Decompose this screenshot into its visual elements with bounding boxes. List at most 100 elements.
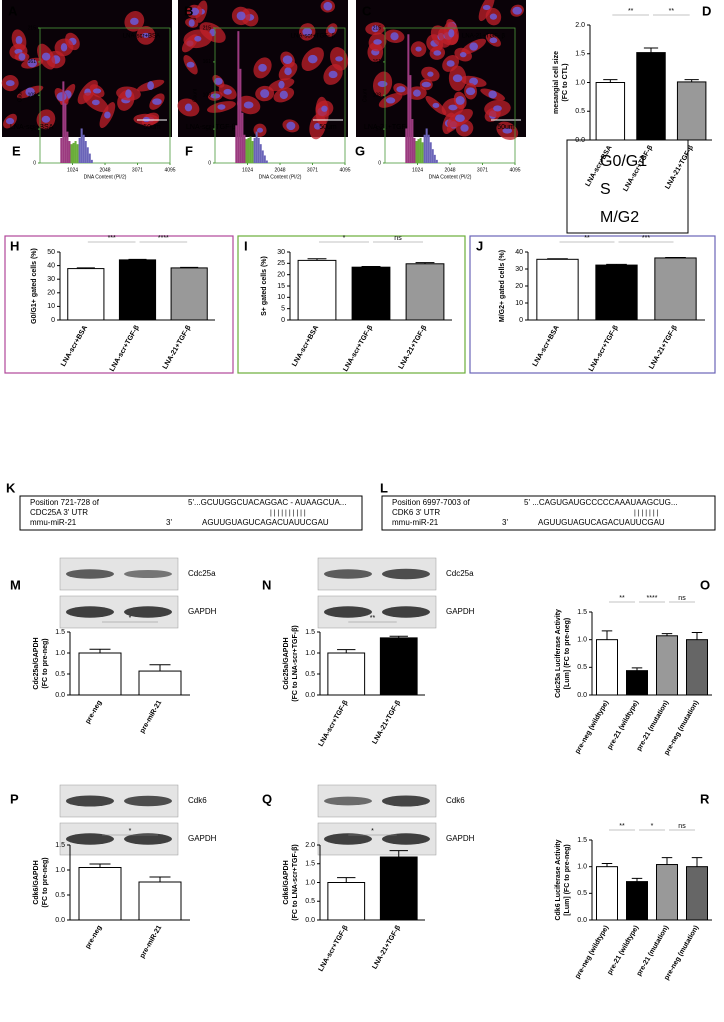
significance-label: ** (619, 823, 625, 830)
histogram-bar (257, 137, 260, 163)
y-tick-label: 1.5 (305, 861, 315, 868)
y-tick-label: 0.5 (305, 671, 315, 678)
histogram-bar (74, 141, 77, 163)
nucleus (5, 117, 15, 125)
bar (536, 258, 579, 321)
histogram-bar (415, 141, 418, 163)
panel-letter: C (362, 3, 372, 18)
bar (379, 856, 418, 921)
x-tick-label: 1024 (412, 167, 423, 173)
y-tick-label: 2.0 (305, 842, 315, 849)
histogram-bar (68, 141, 71, 163)
error-bar (661, 633, 673, 636)
x-tick-label: LNA-scr+BSA (60, 324, 89, 367)
x-tick-label: 1024 (242, 167, 253, 173)
legend-entry: G0/G1 (600, 153, 647, 170)
error-bar (337, 877, 356, 883)
bar (327, 652, 366, 696)
scale-label: 50um (143, 124, 161, 131)
nucleus (302, 27, 313, 36)
x-tick-label: pre-21 (wildtype) (606, 699, 640, 751)
y-tick-label: 54 (30, 126, 36, 132)
bar (676, 81, 707, 141)
error-bar (661, 857, 673, 865)
histogram-bar (429, 142, 432, 163)
bar (118, 259, 157, 321)
x-axis-label: DNA Content (PI/2) (259, 174, 302, 180)
blot-label: Cdk6 (446, 796, 465, 805)
y-tick-label: 20 (277, 272, 285, 279)
histogram-title: LNA-scr+TGF- β (291, 34, 336, 40)
panel-letter: B (184, 3, 193, 18)
histogram-bar (70, 144, 73, 163)
y-tick-label: 25 (277, 260, 285, 267)
nucleus (433, 50, 442, 56)
y-tick-label: 108 (28, 93, 37, 99)
blot-label: GAPDH (446, 607, 475, 616)
nucleus (321, 105, 328, 112)
mirna-sequence: AGUUGUAGUCAGACUAUUCGAU (202, 518, 329, 527)
histogram-bar (259, 144, 262, 163)
nucleus (130, 17, 139, 26)
y-tick-label: 1.0 (55, 650, 65, 657)
nucleus (18, 53, 26, 61)
error-bar (547, 258, 568, 260)
x-tick-label: LNA-21+TGF-β (371, 924, 402, 971)
histogram-bar (431, 149, 434, 163)
histogram-bar (427, 134, 430, 163)
nucleus (147, 81, 154, 91)
error-bar (601, 630, 613, 640)
nucleus (260, 89, 270, 98)
error-bar (361, 266, 381, 268)
x-tick-label: pre-neg (84, 924, 103, 950)
y-tick-label: 0.5 (55, 671, 65, 678)
panel-letter: F (185, 143, 193, 158)
blot-label: GAPDH (446, 834, 475, 843)
panel-letter: M (10, 577, 21, 592)
nucleus (282, 55, 293, 64)
histogram-bar (247, 137, 250, 163)
bar (78, 652, 122, 696)
y-tick-label: 54 (375, 126, 381, 132)
y-axis-label: Cdc25a/GAPDH (283, 637, 290, 689)
panel-letter: J (476, 238, 483, 253)
histogram-bar (245, 139, 248, 163)
significance-label: *** (108, 235, 116, 242)
y-tick-label: 0 (519, 317, 523, 324)
histogram-bar (239, 68, 242, 163)
histogram-bar (78, 137, 81, 163)
y-tick-label: 215 (28, 25, 37, 31)
histogram-bar (60, 137, 63, 163)
y-axis-label: Cdc25a/GAPDH (33, 637, 40, 689)
nucleus (184, 103, 193, 112)
nucleus (257, 127, 264, 133)
alignment-text: CDK6 3' UTR (392, 508, 440, 517)
band (382, 833, 430, 845)
target-sequence: 5' ...CAGUGAUGCCCCCAAAUAAGCUG... (524, 498, 678, 507)
nucleus (335, 56, 343, 62)
nucleus (25, 87, 35, 97)
blot-label: Cdk6 (188, 796, 207, 805)
y-axis-label: Count (17, 88, 23, 102)
error-bar (631, 877, 643, 882)
significance-label: * (651, 823, 654, 830)
significance-label: ns (678, 595, 686, 602)
y-axis-label: M/G2+ gated cells (%) (499, 250, 506, 322)
bar (78, 867, 122, 921)
histogram-bar (435, 159, 438, 163)
nucleus (482, 4, 491, 11)
y-tick-label: 0.0 (55, 917, 65, 924)
x-axis-label: DNA Content (PI/2) (84, 174, 127, 180)
nucleus (421, 81, 431, 88)
significance-label: **** (647, 595, 658, 602)
blot-label: Cdc25a (188, 569, 216, 578)
y-axis-label: S+ gated cells (%) (261, 256, 268, 316)
x-tick-label: 4095 (339, 167, 350, 173)
y-axis-label: Count (192, 88, 198, 102)
y-tick-label: 0.5 (575, 108, 585, 115)
nucleus (489, 37, 498, 44)
y-tick-label: 1.0 (55, 867, 65, 874)
y-tick-label: 0.5 (577, 664, 587, 671)
y-tick-label: 40 (515, 249, 523, 256)
y-axis-label: (FC to pre-neg) (42, 857, 49, 907)
